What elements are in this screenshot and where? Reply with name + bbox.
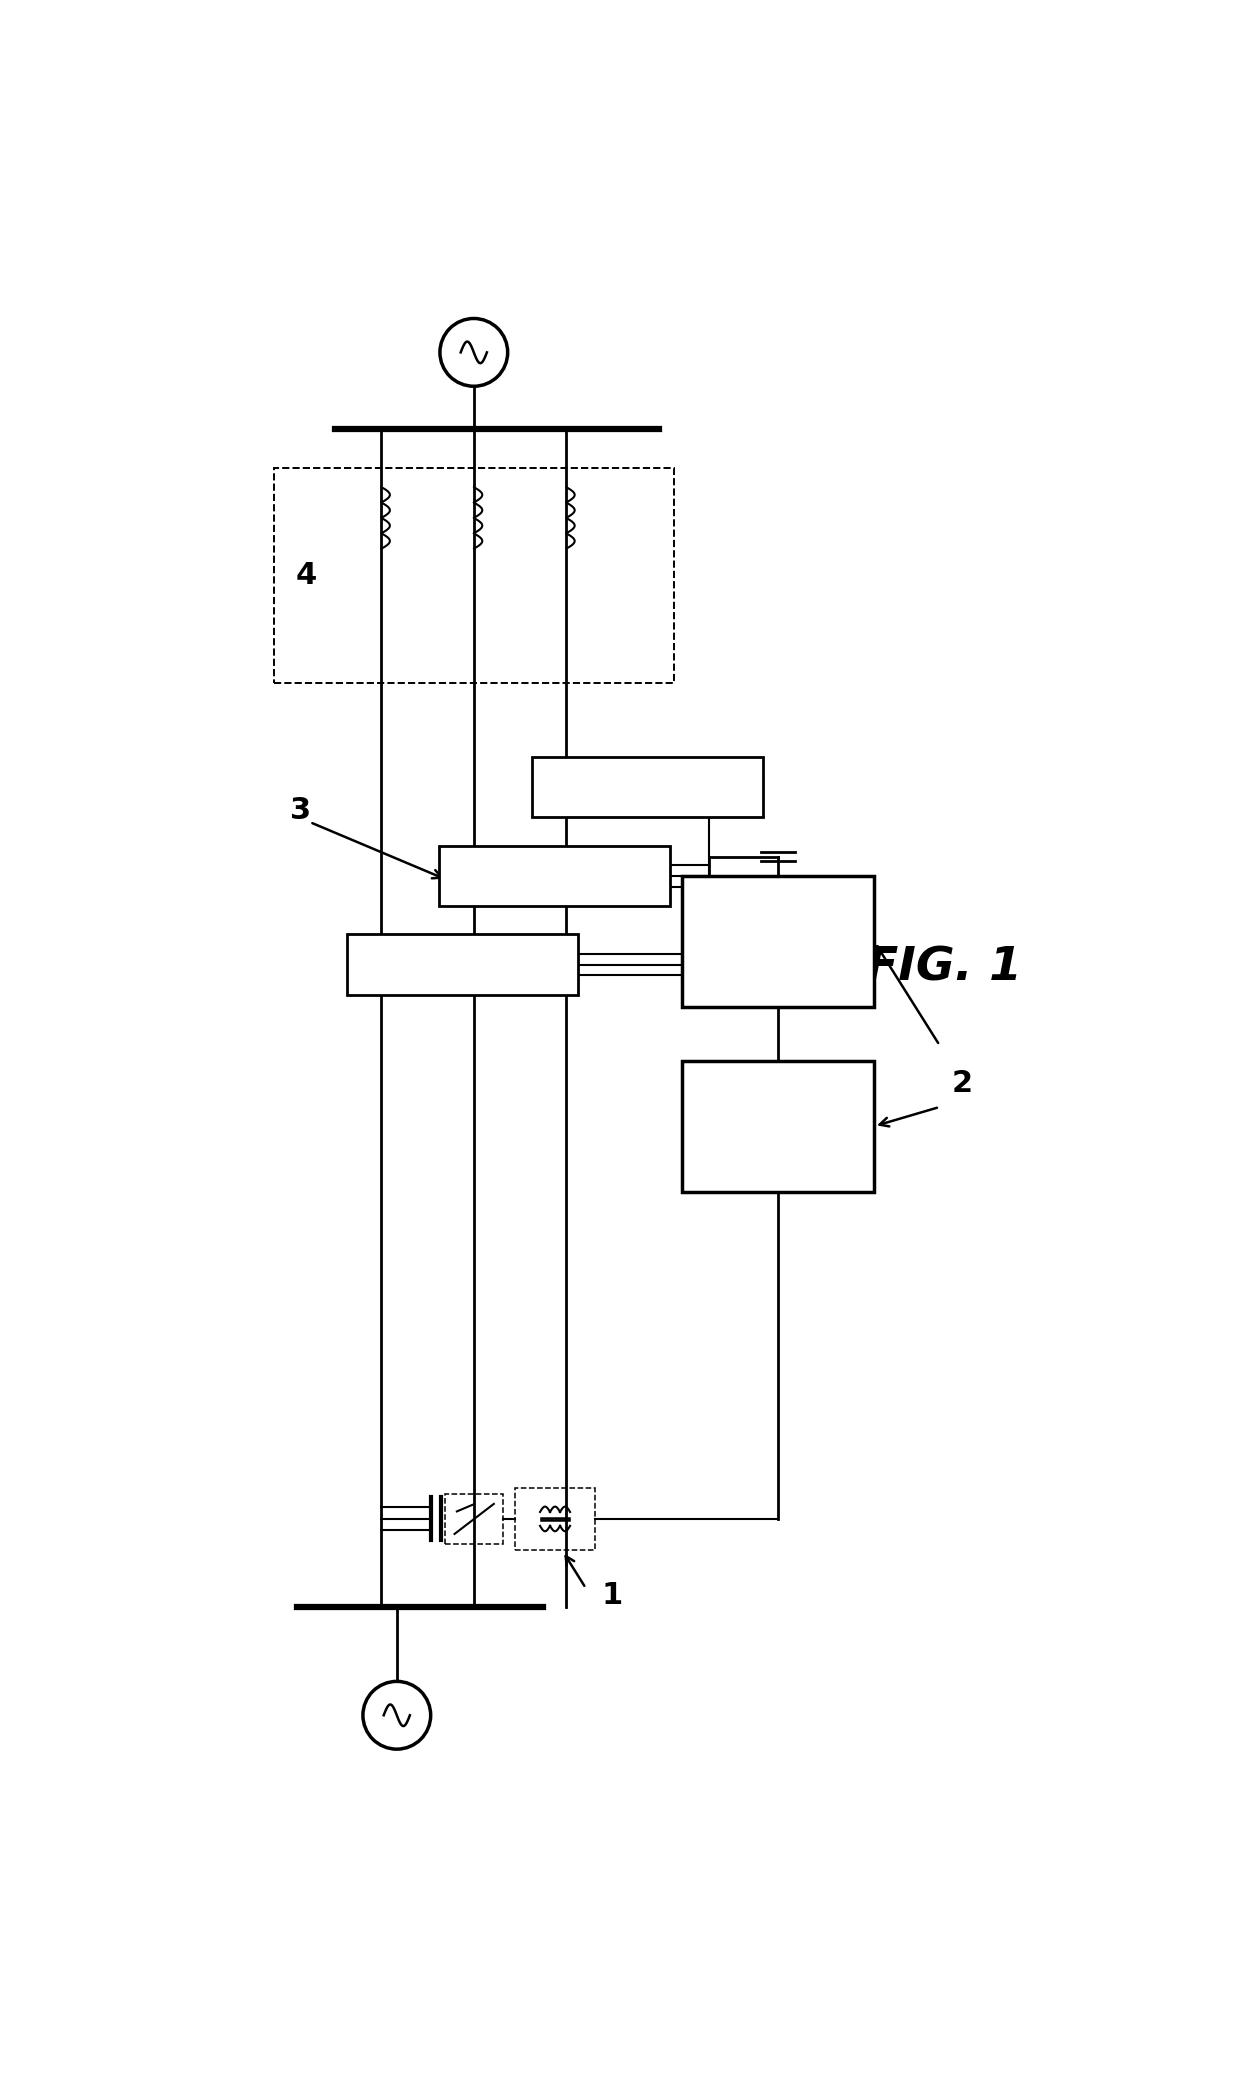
Bar: [443, 854, 512, 898]
Bar: [536, 764, 605, 810]
Bar: [439, 846, 670, 906]
Bar: [682, 1060, 874, 1191]
Bar: [620, 856, 666, 896]
Bar: [347, 935, 578, 994]
Bar: [515, 1487, 595, 1550]
Text: 3: 3: [290, 796, 311, 825]
Text: 2: 2: [951, 1069, 972, 1098]
Text: converter: converter: [730, 1133, 825, 1152]
Text: 4: 4: [295, 560, 316, 589]
Bar: [713, 767, 759, 808]
Bar: [351, 942, 420, 987]
Bar: [528, 944, 574, 985]
Text: Series: Series: [748, 917, 808, 935]
Text: 1: 1: [601, 1581, 622, 1610]
Bar: [682, 877, 874, 1006]
Text: FIG. 1: FIG. 1: [866, 946, 1022, 992]
Bar: [532, 758, 763, 817]
Text: Parallel: Parallel: [743, 1102, 813, 1121]
Bar: [274, 469, 675, 683]
Text: converter: converter: [730, 950, 825, 969]
Bar: [445, 1494, 503, 1544]
